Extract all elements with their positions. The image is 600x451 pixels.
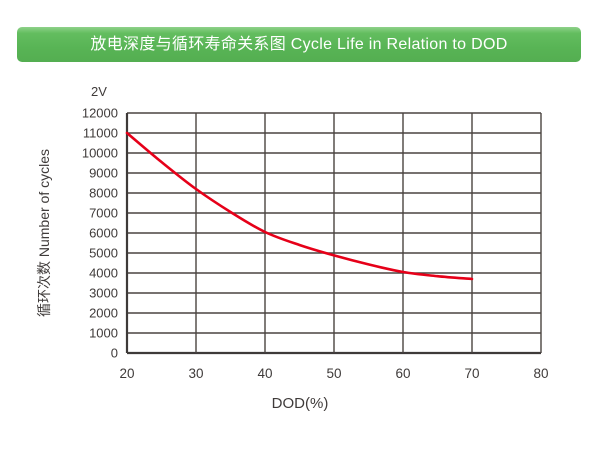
y-tick-label: 9000 xyxy=(89,166,118,181)
y-tick-label: 0 xyxy=(111,346,118,361)
y-tick-label: 12000 xyxy=(82,106,118,121)
x-tick-label: 20 xyxy=(119,366,134,381)
x-tick-label: 60 xyxy=(395,366,410,381)
y-tick-label: 1000 xyxy=(89,326,118,341)
y-axis-title: 循环次数 Number of cycles xyxy=(36,148,52,318)
cycle-life-curve xyxy=(125,131,474,281)
y-tick-label: 6000 xyxy=(89,226,118,241)
x-tick-label: 70 xyxy=(464,366,479,381)
chart-title-banner: 放电深度与循环寿命关系图 Cycle Life in Relation to D… xyxy=(17,27,581,62)
y-tick-label: 10000 xyxy=(82,146,118,161)
voltage-annotation: 2V xyxy=(91,84,107,99)
x-tick-label: 30 xyxy=(188,366,203,381)
y-tick-label: 3000 xyxy=(89,286,118,301)
y-tick-label: 5000 xyxy=(89,246,118,261)
x-tick-label: 80 xyxy=(533,366,548,381)
y-tick-label: 8000 xyxy=(89,186,118,201)
x-tick-label: 40 xyxy=(257,366,272,381)
y-tick-label: 2000 xyxy=(89,306,118,321)
y-tick-label: 4000 xyxy=(89,266,118,281)
y-tick-label: 7000 xyxy=(89,206,118,221)
x-axis-title: DOD(%) xyxy=(271,395,329,412)
y-tick-label: 11000 xyxy=(83,126,118,141)
x-tick-label: 50 xyxy=(326,366,341,381)
